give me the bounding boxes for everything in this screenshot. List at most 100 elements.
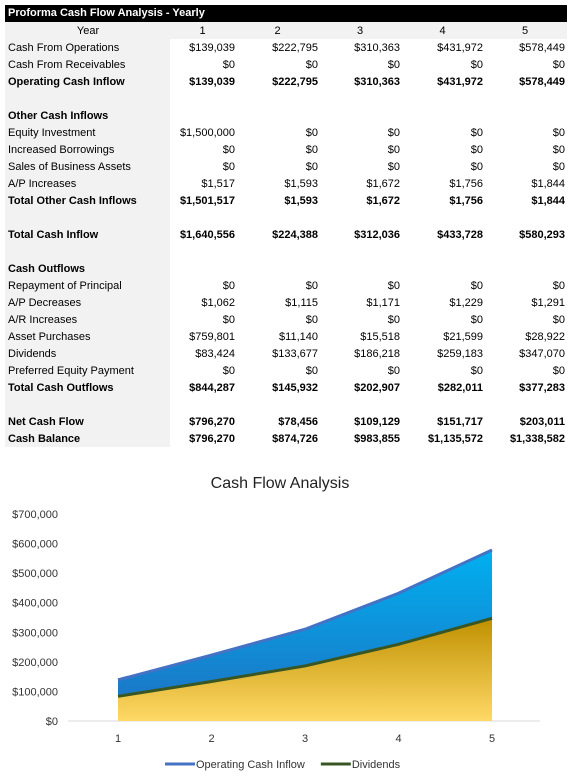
cell-value: $0 (387, 126, 400, 139)
row-label: Total Other Cash Inflows (5, 192, 170, 209)
row-label: Increased Borrowings (5, 141, 170, 158)
cell-value: 5 (485, 22, 567, 39)
cell-value: $0 (387, 364, 400, 377)
cell-value: $0 (470, 364, 483, 377)
cell-value: $1,500,000 (179, 126, 235, 139)
x-tick-label: 3 (302, 733, 308, 745)
cell-value: $224,388 (272, 228, 318, 241)
cell-value: $0 (470, 58, 483, 71)
cell-value: $0 (470, 279, 483, 292)
y-tick-label: $700,000 (12, 509, 58, 521)
row-label: Repayment of Principal (5, 277, 170, 294)
cell-value: $347,070 (519, 347, 565, 360)
spacer (5, 243, 170, 260)
table-row: Repayment of Principal $0 $0 $0 $0 $0 (5, 277, 567, 294)
cell-value: $1,135,572 (427, 432, 483, 445)
cell-value: $0 (470, 313, 483, 326)
y-tick-label: $200,000 (12, 657, 58, 669)
cell-value: $310,363 (354, 41, 400, 54)
spacer (170, 90, 567, 107)
row-label: A/P Increases (5, 175, 170, 192)
area-line (117, 548, 493, 682)
table-row: Cash From Operations $139,039 $222,795 $310… (5, 39, 567, 56)
cell-value: $431,972 (437, 75, 483, 88)
cell-value: $0 (552, 143, 565, 156)
cell-value: $0 (387, 58, 400, 71)
y-tick-label: $600,000 (12, 539, 58, 551)
cell-value: 3 (320, 22, 402, 39)
cell-value: $1,229 (449, 296, 483, 309)
chart-title: Cash Flow Analysis (211, 475, 350, 492)
cell-value: $0 (387, 160, 400, 173)
cell-value: $145,932 (272, 381, 318, 394)
cell-value: $202,907 (354, 381, 400, 394)
cell-value: $844,287 (189, 381, 235, 394)
spacer-row (5, 209, 567, 226)
cell-value: $133,677 (272, 347, 318, 360)
row-label: Total Cash Outflows (5, 379, 170, 396)
cell-value: $796,270 (189, 432, 235, 445)
cell-value: $377,283 (519, 381, 565, 394)
cell-value: $0 (305, 313, 318, 326)
cell-value: $0 (552, 160, 565, 173)
table-row: A/P Decreases $1,062 $1,115 $1,171 $1,229 $1,… (5, 294, 567, 311)
cell-value: $0 (387, 143, 400, 156)
cell-value: $0 (305, 364, 318, 377)
cell-value: $78,456 (278, 415, 318, 428)
cell-value: $1,115 (285, 296, 318, 309)
cell-value: $759,801 (189, 330, 235, 343)
table-row: Preferred Equity Payment $0 $0 $0 $0 $0 (5, 362, 567, 379)
cell-value: $578,449 (519, 75, 565, 88)
spacer (170, 396, 567, 413)
cell-value: $109,129 (354, 415, 400, 428)
table-row: Total Cash Outflows $844,287 $145,932 $202,… (5, 379, 567, 396)
cell-value: $83,424 (195, 347, 235, 360)
cell-value: $1,517 (201, 177, 235, 190)
cell-value: $28,922 (525, 330, 565, 343)
row-label: Asset Purchases (5, 328, 170, 345)
cell-value: $0 (552, 364, 565, 377)
y-tick-label: $300,000 (12, 627, 58, 639)
table-row: A/P Increases $1,517 $1,593 $1,672 $1,756 $1,… (5, 175, 567, 192)
section-title: Cash Outflows (5, 260, 170, 277)
spacer (5, 396, 170, 413)
legend-label: Operating Cash Inflow (196, 759, 305, 771)
y-tick-label: $0 (46, 716, 58, 728)
cell-value: $0 (470, 126, 483, 139)
row-label: Cash Balance (5, 430, 170, 447)
row-label: Equity Investment (5, 124, 170, 141)
spacer (170, 260, 567, 277)
cell-value: $0 (470, 143, 483, 156)
cell-value: $310,363 (354, 75, 400, 88)
cell-value: $1,501,517 (179, 194, 235, 207)
cell-value: $433,728 (437, 228, 483, 241)
cell-value: $0 (305, 58, 318, 71)
cell-value: $1,062 (201, 296, 235, 309)
cell-value: $578,449 (519, 41, 565, 54)
cell-value: $1,338,582 (509, 432, 565, 445)
cell-value: $0 (222, 364, 235, 377)
row-label: Cash From Operations (5, 39, 170, 56)
x-tick-label: 2 (208, 733, 214, 745)
cell-value: $1,640,556 (179, 228, 235, 241)
row-label: Cash From Receivables (5, 56, 170, 73)
chart: Cash Flow Analysis $0 $100,000 $200,000 $30… (12, 475, 540, 771)
table-row: A/R Increases $0 $0 $0 $0 $0 (5, 311, 567, 328)
spacer (5, 209, 170, 226)
cell-value: $0 (222, 313, 235, 326)
cell-value: $1,593 (284, 194, 318, 207)
cell-value: 4 (402, 22, 485, 39)
legend-label: Dividends (352, 759, 401, 771)
cell-value: $1,593 (284, 177, 318, 190)
row-label: Preferred Equity Payment (5, 362, 170, 379)
cell-value: $0 (305, 279, 318, 292)
area-line (117, 616, 493, 698)
spacer-row (5, 396, 567, 413)
spacer (170, 243, 567, 260)
row-label: Total Cash Inflow (5, 226, 170, 243)
cell-value: $431,972 (437, 41, 483, 54)
row-label: Sales of Business Assets (5, 158, 170, 175)
cell-value: $0 (222, 58, 235, 71)
cell-value: $0 (552, 313, 565, 326)
